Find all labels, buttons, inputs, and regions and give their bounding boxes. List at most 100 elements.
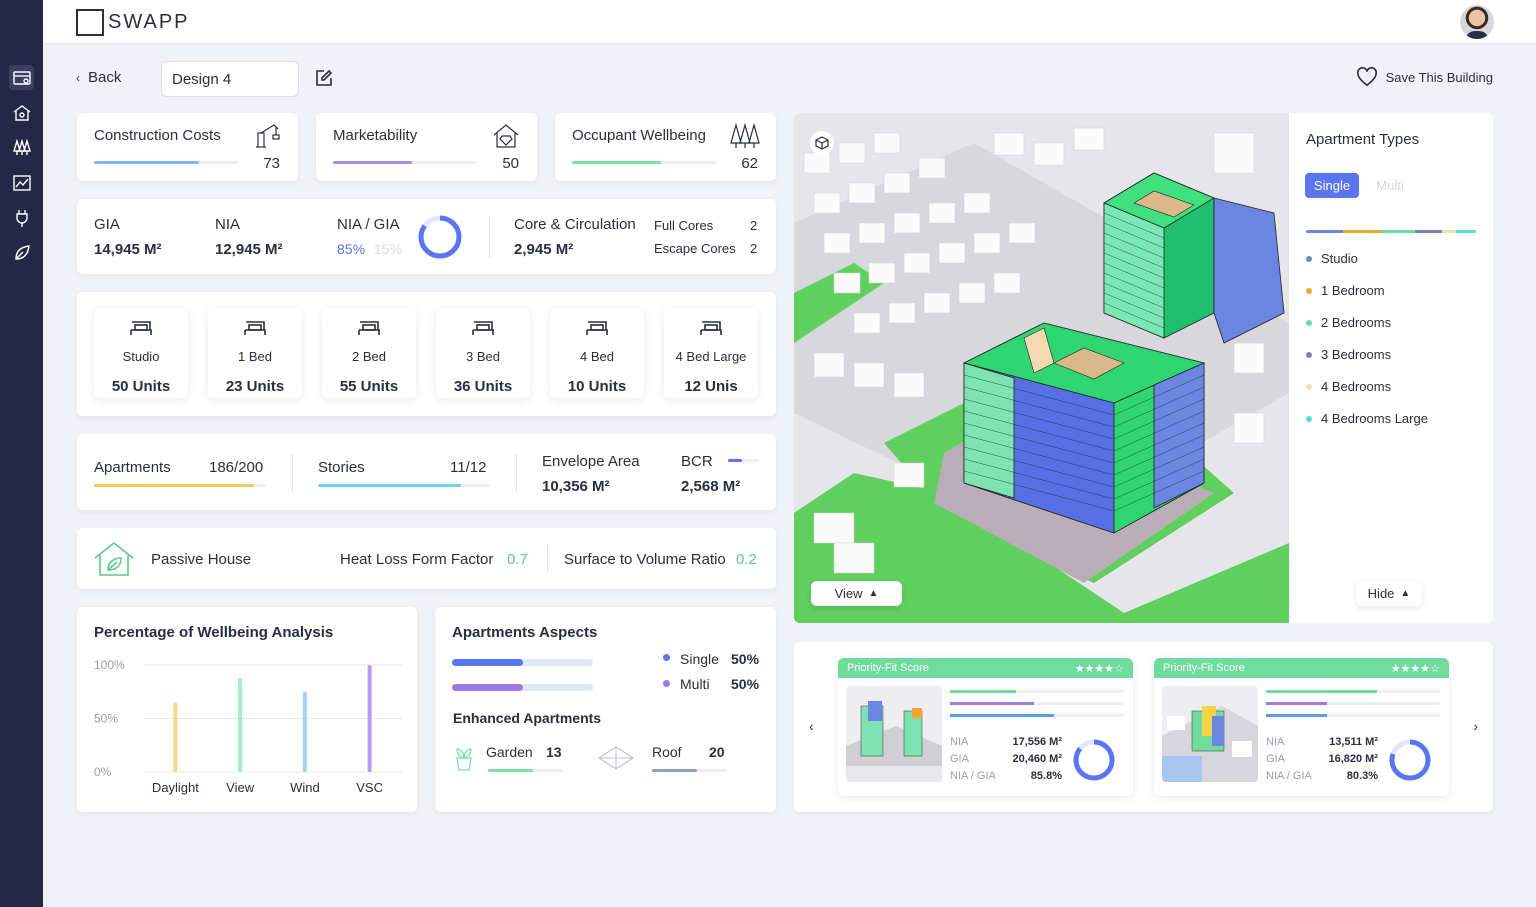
design-thumbnail [846, 686, 942, 782]
roof-fill [652, 769, 697, 772]
unit-name: 4 Bed [580, 349, 614, 364]
legend-dot-multi [663, 680, 670, 687]
score-card-marketability[interactable]: Marketability 50 [316, 113, 537, 181]
design-name-input[interactable] [161, 61, 299, 97]
building-3d-viewer[interactable]: View ▲ [794, 113, 1289, 623]
score-track [333, 161, 477, 164]
pf-gia-label: GIA [1266, 753, 1285, 765]
unit-tile-4-bed-large[interactable]: 4 Bed Large 12 Unis [664, 308, 758, 398]
passive-house-card: Passive House Heat Loss Form Factor 0.7 … [77, 528, 776, 589]
house-settings-icon[interactable] [9, 100, 34, 125]
legend-dot [1306, 351, 1312, 358]
roof-label: Roof [652, 744, 682, 760]
pf-ratio-value: 80.3% [1346, 770, 1378, 782]
legend-single-value: 50% [731, 651, 760, 667]
pf-nia-value: 13,511 M² [1329, 736, 1378, 748]
heart-icon [1356, 67, 1377, 87]
view-button[interactable]: View ▲ [811, 581, 902, 606]
pf-ratio-row: NIA / GIA 85.8% [950, 770, 1062, 782]
distribution-segment [1441, 230, 1456, 233]
pf-nia-value: 17,556 M² [1012, 736, 1062, 748]
pf-bar-fill [950, 690, 1017, 693]
app-header: SWAPP [43, 0, 1536, 44]
pf-bar [950, 702, 1124, 705]
back-label: Back [88, 69, 122, 86]
trees-icon[interactable] [9, 135, 34, 160]
capacity-card: Apartments 186/200 Stories 11/12 Envelop… [77, 434, 776, 510]
bcr-label: BCR [681, 453, 713, 470]
view-label: View [834, 586, 863, 601]
save-building-button[interactable]: Save This Building [1356, 67, 1493, 87]
donut-arc [1389, 739, 1431, 781]
priority-fit-card[interactable]: Priority-Fit Score ★★★★☆ NIA 17,556 M² GI… [838, 658, 1133, 796]
legend-single-label: Single [680, 651, 719, 667]
unit-tile-studio[interactable]: Studio 50 Units [94, 308, 188, 398]
dashboard-icon[interactable] [9, 65, 34, 90]
apartments-value: 186/200 [209, 459, 264, 476]
pf-gia-label: GIA [950, 753, 969, 765]
carousel-prev-arrow-icon[interactable]: ‹ [809, 718, 814, 734]
score-card-wellbeing[interactable]: Occupant Wellbeing 62 [555, 113, 776, 181]
legend-item: 4 Bedrooms [1306, 379, 1391, 394]
star-rating-icon: ★★★★☆ [1074, 663, 1124, 675]
unit-count: 50 Units [111, 378, 171, 395]
apartments-track [94, 484, 266, 487]
legend-item: Studio [1306, 251, 1358, 266]
apartment-types-distribution-bar [1306, 230, 1476, 233]
unit-count: 10 Units [567, 378, 627, 395]
star-rating-icon: ★★★★☆ [1390, 663, 1440, 675]
chart-icon[interactable] [9, 170, 34, 195]
legend-multi-label: Multi [680, 676, 710, 692]
distribution-segment [1306, 230, 1344, 233]
apartments-label: Apartments [94, 459, 171, 476]
unit-name: 4 Bed Large [675, 349, 747, 364]
hide-button[interactable]: Hide ▲ [1356, 581, 1422, 606]
heat-loss-value: 0.7 [507, 551, 528, 568]
surface-volume-value: 0.2 [736, 551, 757, 568]
priority-fit-card[interactable]: Priority-Fit Score ★★★★☆ NIA 13,511 M² GI… [1154, 658, 1449, 796]
core-value: 2,945 M² [514, 241, 574, 258]
tab-single[interactable]: Single [1305, 173, 1359, 198]
score-title: Marketability [333, 127, 418, 144]
wellbeing-bar-chart: 100% 50% 0% Daylight View Wind VSC [94, 658, 402, 795]
unit-tile-3-bed[interactable]: 3 Bed 36 Units [436, 308, 530, 398]
unit-count: 12 Unis [684, 378, 738, 395]
stories-value: 11/12 [450, 459, 487, 476]
logo[interactable]: SWAPP [76, 9, 190, 36]
carousel-next-arrow-icon[interactable]: › [1473, 718, 1478, 734]
envelope-label: Envelope Area [542, 453, 640, 470]
pf-gia-value: 16,820 M² [1328, 753, 1378, 765]
envelope-value: 10,356 M² [542, 478, 610, 495]
tab-multi[interactable]: Multi [1376, 178, 1404, 193]
score-fill [572, 161, 662, 164]
bcr-value: 2,568 M² [681, 478, 741, 495]
unit-name: 3 Bed [466, 349, 500, 364]
aspect-track-single [452, 659, 593, 666]
bcr-fill [728, 459, 742, 462]
edit-icon[interactable] [315, 69, 333, 87]
enhanced-title: Enhanced Apartments [453, 710, 602, 726]
avatar[interactable] [1460, 5, 1494, 39]
priority-fit-header: Priority-Fit Score ★★★★☆ [1154, 658, 1449, 678]
score-card-construction[interactable]: Construction Costs 73 [77, 113, 298, 181]
unit-tile-2-bed[interactable]: 2 Bed 55 Units [322, 308, 416, 398]
stories-label: Stories [318, 459, 365, 476]
cube-icon[interactable] [810, 131, 834, 155]
priority-fit-title: Priority-Fit Score [1163, 662, 1245, 674]
leaf-icon[interactable] [9, 240, 34, 265]
bed-icon [586, 321, 608, 335]
pf-bar [1266, 702, 1440, 705]
escape-cores-value: 2 [750, 241, 758, 256]
priority-fit-title: Priority-Fit Score [847, 662, 929, 674]
bcr-track [728, 459, 759, 462]
apartment-types-panel: Apartment Types Single Multi Studio 1 Be… [1289, 113, 1493, 623]
score-track [572, 161, 716, 164]
unit-tile-1-bed[interactable]: 1 Bed 23 Units [208, 308, 302, 398]
passive-label: Passive House [151, 551, 252, 568]
unit-tile-4-bed[interactable]: 4 Bed 10 Units [550, 308, 644, 398]
logo-mark [76, 9, 104, 36]
nia-label: NIA [215, 216, 241, 233]
y-tick-label: 0% [94, 765, 112, 779]
back-button[interactable]: ‹ Back [76, 69, 121, 86]
plug-icon[interactable] [9, 205, 34, 230]
